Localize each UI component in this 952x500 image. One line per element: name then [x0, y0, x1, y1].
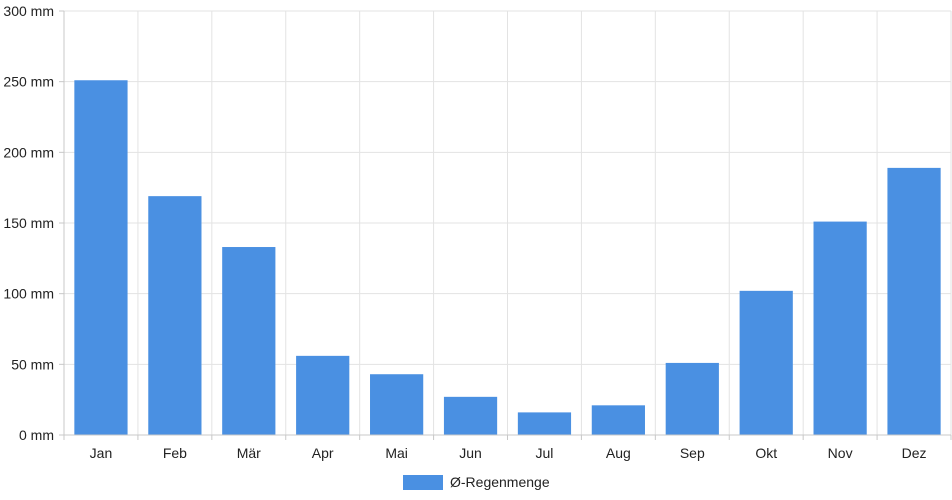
- bar-sep[interactable]: [665, 362, 719, 435]
- x-tick-label: Jan: [90, 445, 113, 461]
- x-tick-label: Dez: [902, 445, 927, 461]
- grid: [63, 10, 952, 436]
- bar-feb[interactable]: [148, 196, 202, 435]
- bar-jul[interactable]: [517, 412, 572, 435]
- x-tick-label: Feb: [163, 445, 187, 461]
- bar-mär[interactable]: [222, 247, 276, 435]
- x-tick-label: Jul: [536, 445, 554, 461]
- x-tick-label: Nov: [828, 445, 853, 461]
- y-tick-label: 250 mm: [3, 74, 54, 90]
- y-tick-label: 200 mm: [3, 144, 54, 160]
- x-tick-label: Aug: [606, 445, 631, 461]
- bar-dez[interactable]: [887, 167, 941, 435]
- axes: 0 mm 50 mm 100 mm 150 mm 200 mm 250 mm 300 mm J…: [3, 3, 952, 461]
- x-tick-label: Mär: [237, 445, 261, 461]
- legend-swatch: [403, 475, 443, 490]
- y-tick-label: 150 mm: [3, 215, 54, 231]
- x-tick-label: Okt: [755, 445, 777, 461]
- x-tick-label: Jun: [459, 445, 482, 461]
- bar-aug[interactable]: [591, 405, 645, 435]
- bar-apr[interactable]: [296, 355, 350, 435]
- bar-nov[interactable]: [813, 221, 867, 435]
- legend-label: Ø-Regenmenge: [450, 474, 550, 490]
- y-tick-label: 50 mm: [11, 356, 54, 372]
- x-tick-label: Sep: [680, 445, 705, 461]
- bar-jun[interactable]: [443, 396, 498, 435]
- x-tick-label: Mai: [385, 445, 408, 461]
- y-tick-label: 100 mm: [3, 286, 54, 302]
- bars: [74, 80, 941, 436]
- legend: Ø-Regenmenge: [403, 474, 550, 490]
- bar-jan[interactable]: [74, 80, 128, 436]
- bar-mai[interactable]: [370, 374, 424, 435]
- y-tick-label: 0 mm: [19, 427, 54, 443]
- y-tick-label: 300 mm: [3, 3, 54, 19]
- bar-okt[interactable]: [739, 290, 793, 435]
- x-tick-label: Apr: [312, 445, 334, 461]
